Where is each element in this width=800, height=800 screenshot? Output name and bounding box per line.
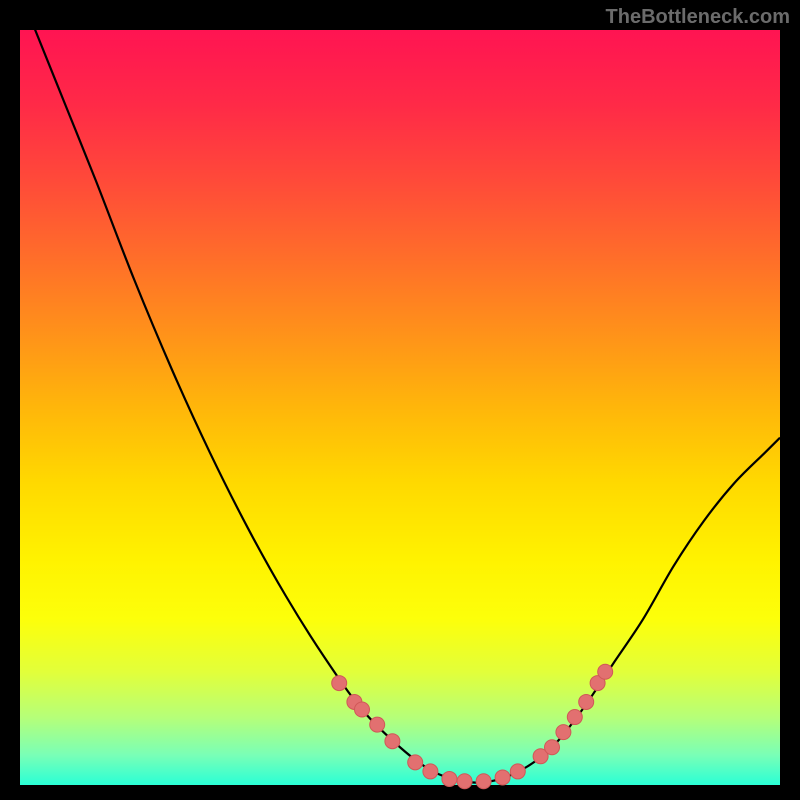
data-marker [332, 676, 347, 691]
data-marker [476, 774, 491, 789]
data-marker [545, 740, 560, 755]
data-marker [510, 764, 525, 779]
data-marker [408, 755, 423, 770]
data-marker [355, 702, 370, 717]
chart-svg [0, 0, 800, 800]
data-marker [457, 774, 472, 789]
data-marker [385, 734, 400, 749]
bottleneck-chart: TheBottleneck.com [0, 0, 800, 800]
watermark-text: TheBottleneck.com [606, 6, 790, 29]
data-marker [423, 764, 438, 779]
data-marker [579, 694, 594, 709]
data-marker [567, 710, 582, 725]
data-marker [556, 725, 571, 740]
data-marker [442, 771, 457, 786]
data-marker [495, 770, 510, 785]
data-marker [370, 717, 385, 732]
data-marker [598, 664, 613, 679]
plot-background [20, 30, 780, 785]
